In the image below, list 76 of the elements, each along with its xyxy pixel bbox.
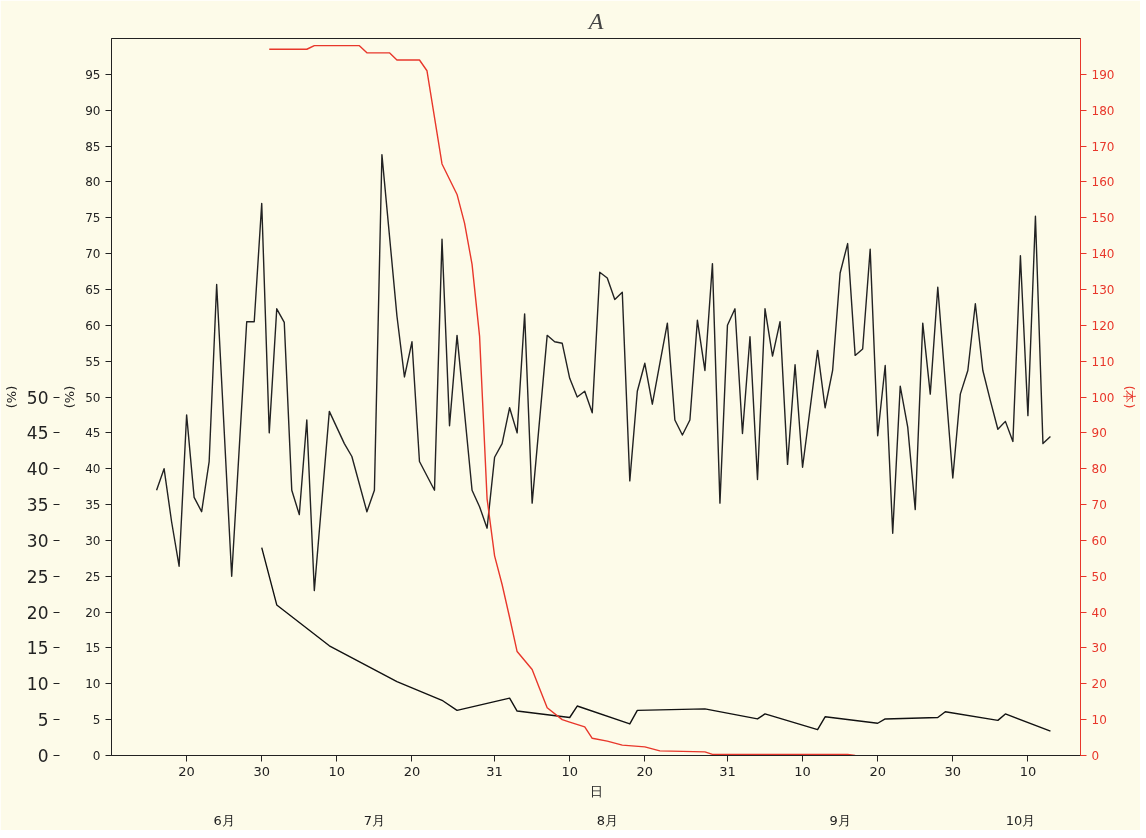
y3-tick-label: 10 <box>26 674 49 695</box>
x2-tick-label: 7月 <box>363 812 386 828</box>
y2-tick-label: 40 <box>1091 605 1107 620</box>
y-tick-label: 10 <box>85 677 101 692</box>
x-axis-title: 日 <box>589 783 603 799</box>
y3-tick-label: 35 <box>26 495 49 516</box>
y2-tick-label: 20 <box>1091 677 1107 692</box>
y-tick-label: 65 <box>85 282 101 297</box>
y3-tick-label: 15 <box>26 638 49 659</box>
y3-tick-label: 5 <box>37 710 49 731</box>
y3-tick-label: 30 <box>26 530 49 551</box>
y-tick-label: 5 <box>92 713 101 728</box>
y-tick-label: 60 <box>85 318 101 333</box>
x2-tick-label: 9月 <box>829 812 851 828</box>
y2-tick-label: 190 <box>1091 67 1115 82</box>
y2-tick-label: 110 <box>1091 354 1115 369</box>
y2-tick-label: 120 <box>1091 318 1115 333</box>
x2-tick-label: 10月 <box>1005 812 1036 828</box>
y-tick-label: 15 <box>85 641 101 656</box>
x-tick-label: 20 <box>403 763 421 779</box>
y2-tick-label: 70 <box>1091 498 1107 513</box>
y-tick-label: 30 <box>85 533 101 548</box>
x-tick-label: 10 <box>794 763 811 779</box>
x-tick-label: 20 <box>178 763 195 779</box>
y-tick-label: 45 <box>85 426 101 441</box>
y3-axis-title: (%) <box>3 385 19 409</box>
y2-tick-label: 50 <box>1091 569 1107 584</box>
y2-tick-label: 130 <box>1091 282 1115 297</box>
y3-tick-label: 40 <box>26 459 49 480</box>
line-series <box>268 44 856 756</box>
y-tick-label: 75 <box>85 211 101 226</box>
x-tick-label: 31 <box>719 763 736 779</box>
y3-tick-label: 45 <box>26 423 49 444</box>
x-tick-label: 30 <box>944 763 962 779</box>
y3-tick-label: 20 <box>26 602 49 623</box>
y-tick-label: 40 <box>85 462 101 477</box>
y2-tick-label: 150 <box>1091 211 1115 226</box>
y2-tick-label: 10 <box>1091 713 1107 728</box>
x-tick-label: 10 <box>561 763 578 779</box>
y-tick-label: 80 <box>85 175 101 190</box>
chart-title: A <box>586 7 604 34</box>
y2-tick-label: 180 <box>1091 103 1115 118</box>
y-tick-label: 70 <box>85 247 101 262</box>
y2-tick-label: 100 <box>1091 390 1115 405</box>
x2-tick-label: 6月 <box>213 812 235 828</box>
x-tick-label: 20 <box>636 763 654 779</box>
y-tick-label: 35 <box>85 498 101 513</box>
y-tick-label: 95 <box>85 67 101 82</box>
y2-tick-label: 80 <box>1091 462 1107 477</box>
line-series <box>155 153 1052 592</box>
y-tick-label: 25 <box>85 569 101 584</box>
y2-tick-label: 170 <box>1091 139 1115 154</box>
y-tick-label: 90 <box>85 103 101 118</box>
y-axis-title: (%) <box>62 385 78 409</box>
y2-tick-label: 160 <box>1091 175 1115 190</box>
x-tick-label: 20 <box>869 763 886 779</box>
y-tick-label: 20 <box>85 605 101 620</box>
y-tick-label: 0 <box>92 749 101 763</box>
y2-tick-label: 140 <box>1091 247 1115 262</box>
x-tick-label: 10 <box>1019 763 1037 779</box>
y2-tick-label: 0 <box>1091 749 1100 763</box>
y-tick-label: 55 <box>85 354 101 369</box>
y3-tick-label: 25 <box>26 566 49 587</box>
y2-tick-label: 60 <box>1091 533 1107 548</box>
line-series <box>261 546 1052 732</box>
y2-tick-label: 90 <box>1091 426 1107 441</box>
x-tick-label: 31 <box>486 763 503 779</box>
x-tick-label: 10 <box>328 763 346 779</box>
x-tick-label: 30 <box>253 763 271 779</box>
y3-tick-label: 50 <box>26 387 49 408</box>
x2-tick-label: 8月 <box>596 812 618 828</box>
y2-tick-label: 30 <box>1091 641 1107 656</box>
y2-axis-title: (本) <box>1122 385 1138 409</box>
y-tick-label: 50 <box>85 390 101 405</box>
y3-tick-label: 0 <box>37 746 49 766</box>
y-tick-label: 85 <box>85 139 101 154</box>
